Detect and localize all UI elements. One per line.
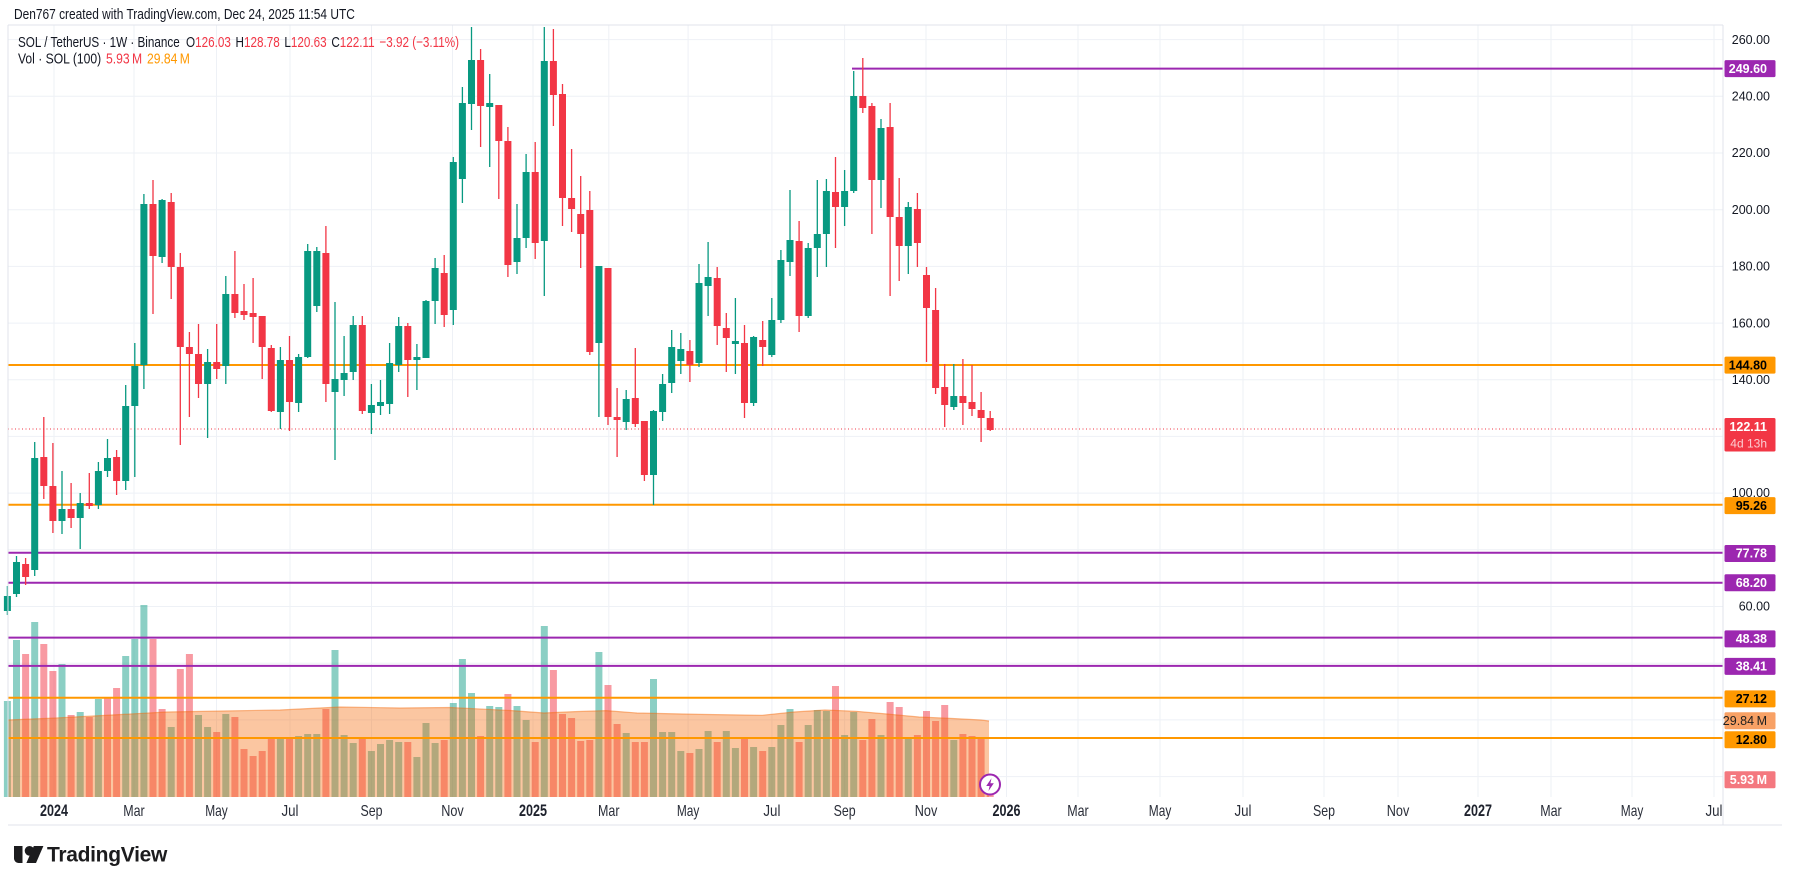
svg-text:Sep: Sep bbox=[834, 803, 856, 820]
svg-text:27.12: 27.12 bbox=[1736, 692, 1767, 706]
svg-text:95.26: 95.26 bbox=[1736, 499, 1767, 513]
svg-text:2026: 2026 bbox=[993, 801, 1021, 820]
svg-text:180.00: 180.00 bbox=[1732, 260, 1770, 274]
svg-text:60.00: 60.00 bbox=[1739, 600, 1770, 614]
svg-text:Sep: Sep bbox=[361, 803, 383, 820]
svg-text:4d 13h: 4d 13h bbox=[1730, 437, 1767, 451]
svg-text:Nov: Nov bbox=[441, 803, 464, 820]
svg-text:May: May bbox=[677, 803, 700, 820]
svg-text:240.00: 240.00 bbox=[1732, 90, 1770, 104]
svg-text:2025: 2025 bbox=[519, 801, 547, 820]
svg-text:122.11: 122.11 bbox=[1729, 420, 1767, 434]
svg-text:29.84 M: 29.84 M bbox=[1723, 714, 1767, 728]
svg-text:200.00: 200.00 bbox=[1732, 203, 1770, 217]
svg-text:May: May bbox=[1149, 803, 1172, 820]
svg-text:249.60: 249.60 bbox=[1729, 62, 1767, 76]
svg-text:Jul: Jul bbox=[282, 803, 299, 820]
svg-text:2024: 2024 bbox=[40, 801, 68, 820]
svg-text:May: May bbox=[205, 803, 228, 820]
svg-text:5.93 M: 5.93 M bbox=[1730, 773, 1767, 787]
svg-text:260.00: 260.00 bbox=[1732, 33, 1770, 47]
svg-text:38.41: 38.41 bbox=[1736, 660, 1767, 674]
svg-text:Nov: Nov bbox=[915, 803, 938, 820]
svg-text:Mar: Mar bbox=[598, 803, 620, 820]
svg-text:Den767 created with TradingVie: Den767 created with TradingView.com, Dec… bbox=[14, 6, 355, 23]
svg-text:220.00: 220.00 bbox=[1732, 146, 1770, 160]
svg-text:2027: 2027 bbox=[1464, 801, 1492, 820]
svg-text:TradingView: TradingView bbox=[47, 844, 168, 867]
svg-text:Nov: Nov bbox=[1387, 803, 1410, 820]
svg-text:Jul: Jul bbox=[1235, 803, 1252, 820]
svg-text:Mar: Mar bbox=[123, 803, 145, 820]
svg-text:68.20: 68.20 bbox=[1736, 576, 1767, 590]
svg-text:Sep: Sep bbox=[1313, 803, 1335, 820]
svg-text:144.80: 144.80 bbox=[1729, 358, 1767, 372]
svg-text:140.00: 140.00 bbox=[1732, 373, 1770, 387]
svg-text:77.78: 77.78 bbox=[1736, 547, 1767, 561]
svg-text:Jul: Jul bbox=[763, 803, 780, 820]
svg-text:12.80: 12.80 bbox=[1736, 733, 1767, 747]
svg-text:May: May bbox=[1621, 803, 1644, 820]
svg-text:48.38: 48.38 bbox=[1736, 632, 1767, 646]
svg-text:Jul: Jul bbox=[1706, 803, 1723, 820]
svg-text:Mar: Mar bbox=[1540, 803, 1562, 820]
svg-text:160.00: 160.00 bbox=[1732, 316, 1770, 330]
svg-text:100.00: 100.00 bbox=[1732, 486, 1770, 500]
svg-text:Mar: Mar bbox=[1067, 803, 1089, 820]
